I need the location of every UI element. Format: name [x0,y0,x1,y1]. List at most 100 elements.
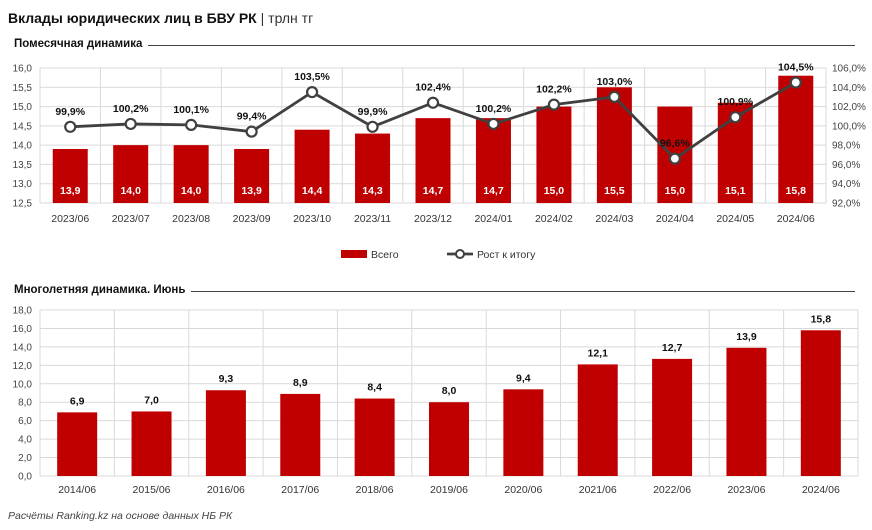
bar-value-label: 6,9 [70,395,85,407]
x-tick-label: 2024/05 [716,213,754,225]
bar [205,390,246,476]
bar-value-label: 13,9 [60,185,81,197]
chart-title-main: Вклады юридических лиц в БВУ РК [8,10,257,26]
bar [173,145,209,203]
section-title-yearly: Многолетняя динамика. Июнь [14,284,192,296]
bar-value-label: 15,8 [811,313,832,325]
growth-value-label: 99,9% [55,106,85,118]
source-footer: Расчёты Ranking.kz на основе данных НБ Р… [8,510,233,522]
bar-value-label: 14,0 [120,185,141,197]
monthly-chart: 12,5 13,0 13,5 14,0 14,5 15,0 15,5 16,0 92,0% 94,… [13,61,866,261]
growth-value-label: 102,4% [415,82,451,94]
y-tick-left: 14,0 [13,141,33,152]
growth-point [64,120,77,133]
y-tick-right: 102,0% [832,102,866,113]
growth-point [366,120,379,133]
y-tick: 12,0 [13,361,33,372]
bar-value-label: 8,9 [293,377,308,389]
bar [475,118,511,203]
bar-value-label: 13,9 [736,331,757,343]
bar [52,149,88,203]
x-tick-label: 2019/06 [430,484,468,496]
y-tick-left: 14,5 [13,121,33,132]
y-tick: 10,0 [13,379,33,390]
y-tick-right: 104,0% [832,83,866,94]
bar [355,133,391,203]
y-tick-left: 15,0 [13,102,33,113]
growth-value-label: 100,9% [717,96,753,108]
bar [577,364,618,476]
chart-title-separator: | [260,10,265,26]
bar-value-label: 9,4 [516,372,531,384]
growth-point [245,125,258,138]
growth-value-label: 99,4% [237,111,267,123]
bar-value-label: 15,5 [604,185,625,197]
growth-value-label: 100,2% [476,103,512,115]
growth-point [789,76,802,89]
bar-value-label: 15,0 [544,185,565,197]
x-tick-label: 2024/06 [777,213,815,225]
x-tick-label: 2024/04 [656,213,694,225]
bar-value-label: 12,7 [662,342,683,354]
bar-value-label: 15,1 [725,185,746,197]
yearly-chart: 0,0 2,0 4,0 6,0 8,0 10,0 12,0 14,0 16,0 18,0 6,9 7,… [13,306,859,496]
bar-value-label: 14,4 [302,185,323,197]
growth-point [487,117,500,131]
bar-value-label: 7,0 [144,394,159,406]
growth-value-label: 102,2% [536,84,572,96]
growth-value-label: 96,6% [660,138,690,150]
bar [280,393,321,476]
chart-title: Вклады юридических лиц в БВУ РК | трлн т… [8,10,313,26]
y-tick-right: 96,0% [832,160,860,171]
y-tick: 18,0 [13,306,33,317]
bar-value-label: 8,0 [442,385,457,397]
x-tick-label: 2024/01 [474,213,512,225]
growth-point [608,90,621,104]
bar-value-label: 13,9 [241,185,262,197]
growth-point [547,98,561,111]
section-rule-yearly [14,291,855,292]
legend-label-growth: Рост к итогу [477,249,536,261]
legend-swatch-bar [341,250,367,258]
growth-value-label: 100,1% [173,104,209,116]
growth-value-label: 99,9% [358,106,388,118]
bar [131,411,172,476]
bar [778,75,814,203]
bar-value-label: 14,7 [483,185,504,197]
x-tick-label: 2015/06 [133,484,171,496]
growth-point [426,96,440,109]
x-tick-label: 2023/09 [233,213,271,225]
bar [652,358,693,476]
bar [800,330,841,476]
growth-point [124,117,137,131]
growth-value-label: 104,5% [778,61,814,73]
x-tick-label: 2017/06 [281,484,319,496]
x-tick-label: 2023/06 [51,213,89,225]
x-tick-label: 2023/11 [354,213,391,225]
x-tick-label: 2024/03 [595,213,633,225]
y-tick-right: 100,0% [832,121,866,132]
bar-value-label: 14,7 [423,185,444,197]
y-tick: 0,0 [18,472,32,483]
x-tick-label: 2020/06 [504,484,542,496]
bar-value-label: 9,3 [219,373,234,385]
y-tick: 6,0 [18,416,32,427]
bar-value-label: 14,0 [181,185,202,197]
section-rule-monthly [14,45,855,46]
bar [57,412,98,476]
x-tick-label: 2023/10 [293,213,331,225]
x-tick-label: 2014/06 [58,484,96,496]
bar-value-label: 15,8 [786,185,807,197]
section-title-monthly: Помесячная динамика [14,38,149,50]
y-tick-left: 12,5 [13,199,33,210]
y-tick-right: 92,0% [832,199,860,210]
growth-point [668,152,681,165]
x-tick-label: 2016/06 [207,484,245,496]
bar [354,398,395,476]
legend-label-total: Всего [371,249,399,261]
bar [415,118,451,203]
x-tick-label: 2023/12 [414,213,452,225]
y-tick-left: 16,0 [13,64,33,75]
y-tick: 14,0 [13,342,33,353]
chart-title-unit: трлн тг [268,10,314,26]
